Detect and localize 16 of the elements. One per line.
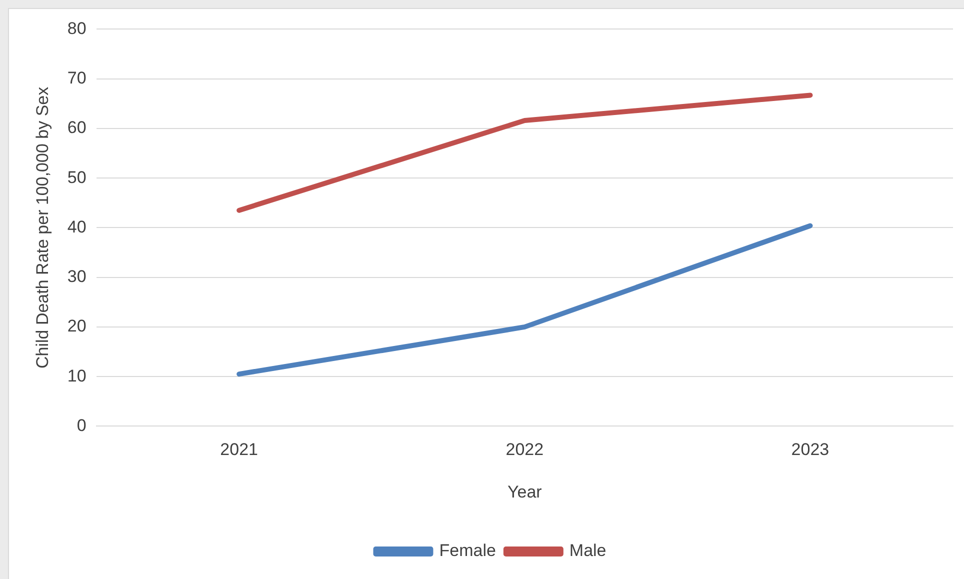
y-tick-label: 0 [76, 416, 86, 435]
y-tick-label: 40 [67, 217, 86, 236]
y-tick-label: 70 [67, 68, 86, 88]
y-tick-label: 10 [67, 366, 86, 386]
y-tick-label: 60 [67, 118, 86, 138]
y-tick-label: 80 [67, 18, 86, 38]
legend-label: Male [569, 541, 606, 560]
y-tick-label: 30 [67, 267, 86, 286]
y-tick-label: 50 [67, 168, 86, 187]
legend-label: Female [439, 541, 496, 560]
x-tick-label: 2021 [220, 440, 258, 460]
y-axis-title: Child Death Rate per 100,000 by Sex [32, 86, 52, 369]
x-axis-title: Year [507, 482, 542, 502]
y-tick-label: 20 [67, 316, 86, 336]
x-tick-label: 2023 [791, 440, 830, 460]
x-tick-label: 2022 [506, 440, 544, 460]
